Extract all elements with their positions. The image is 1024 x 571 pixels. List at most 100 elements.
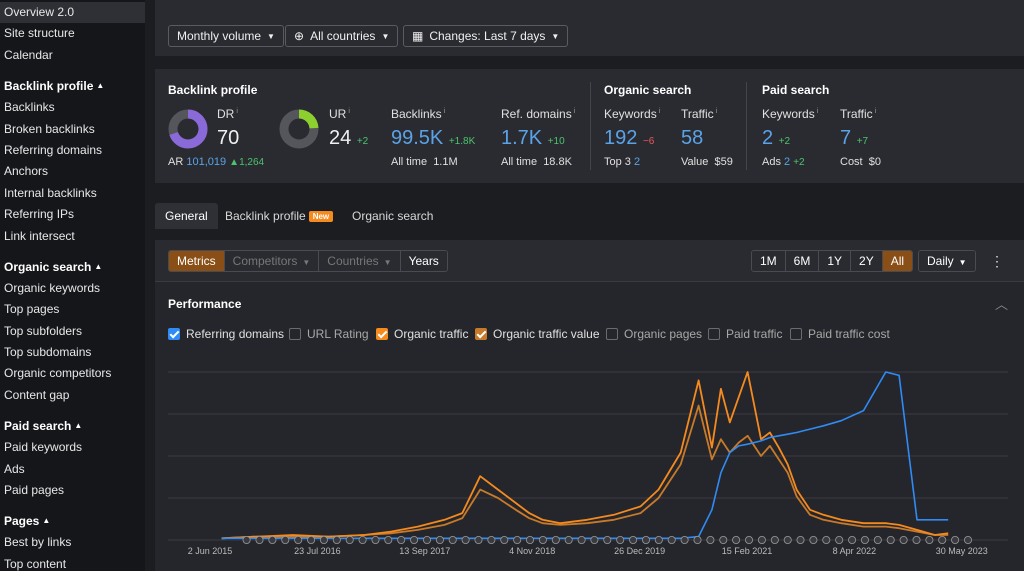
changes-dropdown[interactable]: ▦ Changes: Last 7 days ▼: [403, 25, 569, 47]
sidebar-section-backlink-profile[interactable]: Backlink profile ▲: [0, 75, 145, 97]
annotation-marker[interactable]: [925, 535, 934, 544]
annotation-marker[interactable]: [886, 535, 895, 544]
annotation-marker[interactable]: [281, 535, 290, 544]
sidebar-item-broken-backlinks[interactable]: Broken backlinks: [4, 121, 95, 136]
annotation-marker[interactable]: [461, 535, 470, 544]
annotation-marker[interactable]: [345, 535, 354, 544]
annotation-marker[interactable]: [616, 535, 625, 544]
range-2y[interactable]: 2Y: [851, 251, 883, 271]
legend-organic-traffic-value[interactable]: Organic traffic value: [475, 327, 600, 341]
annotation-marker[interactable]: [654, 535, 663, 544]
annotation-marker[interactable]: [732, 535, 741, 544]
annotation-marker[interactable]: [809, 535, 818, 544]
annotation-marker[interactable]: [680, 535, 689, 544]
annotation-marker[interactable]: [319, 535, 328, 544]
organic-traffic-value[interactable]: 58: [681, 127, 704, 149]
annotation-marker[interactable]: [422, 535, 431, 544]
range-1m[interactable]: 1M: [752, 251, 786, 271]
annotation-marker[interactable]: [873, 535, 882, 544]
sidebar-item-organic-keywords[interactable]: Organic keywords: [4, 280, 101, 295]
sidebar-item-calendar[interactable]: Calendar: [4, 47, 53, 62]
annotation-marker[interactable]: [242, 535, 251, 544]
sidebar-item-organic-competitors[interactable]: Organic competitors: [4, 366, 112, 381]
annotation-marker[interactable]: [448, 535, 457, 544]
sidebar-item-top-subdomains[interactable]: Top subdomains: [4, 345, 92, 360]
annotation-marker[interactable]: [860, 535, 869, 544]
annotation-marker[interactable]: [822, 535, 831, 544]
sidebar-item-backlinks[interactable]: Backlinks: [4, 100, 55, 115]
tab-backlink-profile[interactable]: Backlink profile New: [215, 203, 343, 229]
competitors-button[interactable]: Competitors ▼: [225, 251, 320, 271]
annotation-marker[interactable]: [667, 535, 676, 544]
sidebar-item-internal-backlinks[interactable]: Internal backlinks: [4, 185, 97, 200]
volume-dropdown[interactable]: Monthly volume ▼: [168, 25, 284, 47]
sidebar-item-top-pages[interactable]: Top pages: [4, 302, 60, 317]
annotation-marker[interactable]: [307, 535, 316, 544]
sidebar-section-organic-search[interactable]: Organic search ▲: [0, 256, 145, 278]
annotation-marker[interactable]: [796, 535, 805, 544]
annotation-marker[interactable]: [474, 535, 483, 544]
annotation-marker[interactable]: [706, 535, 715, 544]
sidebar-item-top-subfolders[interactable]: Top subfolders: [4, 323, 83, 338]
sidebar-item-top-content[interactable]: Top content: [4, 556, 67, 571]
organic-keywords-value[interactable]: 192 −6: [604, 127, 654, 150]
annotation-marker[interactable]: [525, 535, 534, 544]
countries-button[interactable]: Countries ▼: [319, 251, 401, 271]
more-options-icon[interactable]: ⋮: [990, 253, 1004, 269]
paid-traffic-value[interactable]: 7 +7: [840, 127, 868, 150]
performance-chart[interactable]: 2 Jun 2015 23 Jul 2016 13 Sep 2017 4 Nov 20…: [168, 368, 1008, 568]
sidebar-section-paid-search[interactable]: Paid search ▲: [0, 415, 145, 437]
annotation-marker[interactable]: [719, 535, 728, 544]
annotation-marker[interactable]: [564, 535, 573, 544]
annotation-marker[interactable]: [371, 535, 380, 544]
annotation-marker[interactable]: [951, 535, 960, 544]
annotation-marker[interactable]: [397, 535, 406, 544]
annotation-marker[interactable]: [332, 535, 341, 544]
annotation-marker[interactable]: [551, 535, 560, 544]
sidebar-item-site-structure[interactable]: Site structure: [4, 26, 75, 41]
annotation-marker[interactable]: [538, 535, 547, 544]
legend-organic-traffic[interactable]: Organic traffic: [376, 327, 468, 341]
annotation-marker[interactable]: [899, 535, 908, 544]
sidebar-item-paid-pages[interactable]: Paid pages: [4, 483, 65, 498]
annotation-marker[interactable]: [577, 535, 586, 544]
annotation-marker[interactable]: [629, 535, 638, 544]
legend-url-rating[interactable]: URL Rating: [289, 327, 369, 341]
annotation-marker[interactable]: [745, 535, 754, 544]
range-6m[interactable]: 6M: [785, 251, 820, 271]
refdomains-value[interactable]: 1.7K +10: [501, 127, 565, 150]
annotation-marker[interactable]: [255, 535, 264, 544]
sidebar-item-referring-domains[interactable]: Referring domains: [4, 142, 103, 157]
legend-organic-pages[interactable]: Organic pages: [606, 327, 702, 341]
annotation-marker[interactable]: [835, 535, 844, 544]
sidebar-item-paid-keywords[interactable]: Paid keywords: [4, 440, 83, 455]
sidebar-item-overview[interactable]: Overview 2.0: [0, 2, 145, 24]
annotation-marker[interactable]: [848, 535, 857, 544]
annotation-marker[interactable]: [783, 535, 792, 544]
annotation-marker[interactable]: [641, 535, 650, 544]
annotation-marker[interactable]: [757, 535, 766, 544]
years-button[interactable]: Years: [400, 251, 447, 271]
range-all[interactable]: All: [882, 251, 913, 271]
annotation-marker[interactable]: [435, 535, 444, 544]
annotation-marker[interactable]: [513, 535, 522, 544]
annotation-marker[interactable]: [268, 535, 277, 544]
legend-paid-traffic[interactable]: Paid traffic: [708, 327, 782, 341]
sidebar-item-anchors[interactable]: Anchors: [4, 164, 49, 179]
annotation-marker[interactable]: [410, 535, 419, 544]
legend-paid-traffic-cost[interactable]: Paid traffic cost: [790, 327, 890, 341]
range-1y[interactable]: 1Y: [819, 251, 852, 271]
tab-organic-search[interactable]: Organic search: [352, 209, 434, 223]
annotation-marker[interactable]: [384, 535, 393, 544]
metrics-button[interactable]: Metrics: [169, 251, 225, 271]
countries-dropdown[interactable]: ⊕ All countries ▼: [285, 25, 399, 47]
annotation-marker[interactable]: [964, 535, 973, 544]
sidebar-section-pages[interactable]: Pages ▲: [0, 510, 145, 532]
sidebar-item-content-gap[interactable]: Content gap: [4, 387, 70, 402]
sidebar-item-referring-ips[interactable]: Referring IPs: [4, 207, 75, 222]
annotation-marker[interactable]: [500, 535, 509, 544]
annotation-marker[interactable]: [912, 535, 921, 544]
annotation-marker[interactable]: [487, 535, 496, 544]
annotation-marker[interactable]: [294, 535, 303, 544]
sidebar-item-ads[interactable]: Ads: [4, 461, 25, 476]
